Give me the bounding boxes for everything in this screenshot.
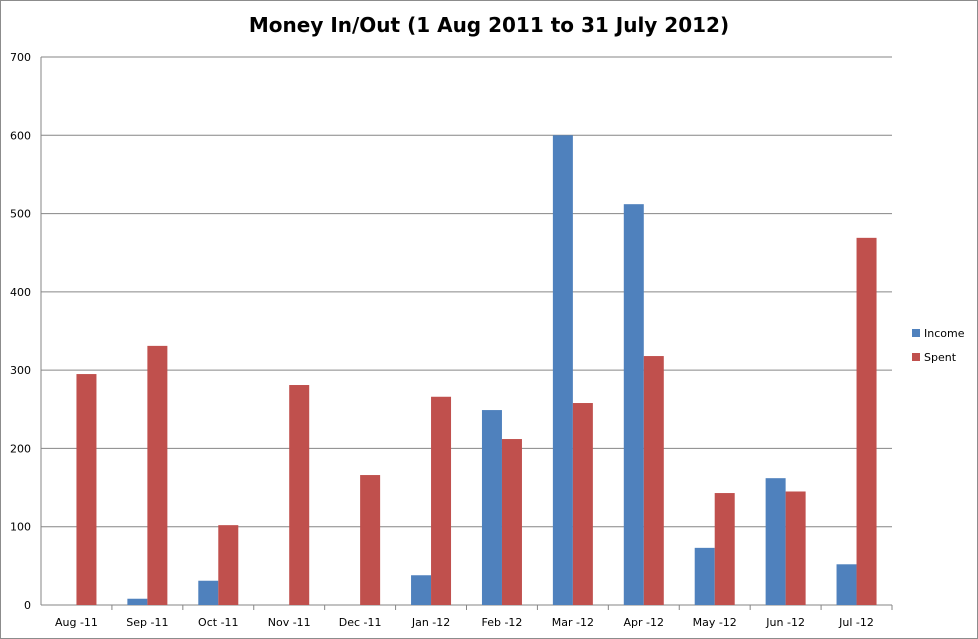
- x-tick-label: May -12: [693, 616, 737, 629]
- bar-spent: [218, 525, 239, 605]
- bar-income: [481, 410, 502, 605]
- bar-spent: [76, 374, 97, 605]
- chart-legend: Income Spent: [912, 321, 964, 369]
- legend-item-income: Income: [912, 321, 964, 345]
- x-tick-label: Nov -11: [268, 616, 311, 629]
- bar-spent: [360, 475, 381, 605]
- y-tick-label: 400: [10, 286, 31, 299]
- bar-income: [127, 598, 148, 605]
- y-tick-label: 500: [10, 208, 31, 221]
- bar-spent: [431, 396, 452, 605]
- legend-swatch-income: [912, 329, 920, 337]
- x-tick-label: Apr -12: [624, 616, 665, 629]
- x-tick-label: Aug -11: [55, 616, 98, 629]
- legend-swatch-spent: [912, 353, 920, 361]
- y-tick-label: 300: [10, 364, 31, 377]
- bar-income: [198, 580, 219, 605]
- x-tick-label: Jun -12: [765, 616, 805, 629]
- bar-income: [694, 547, 715, 605]
- y-tick-label: 700: [10, 51, 31, 64]
- x-tick-label: Jul -12: [838, 616, 874, 629]
- x-tick-label: Jan -12: [411, 616, 450, 629]
- bar-income: [411, 575, 432, 605]
- y-tick-label: 600: [10, 129, 31, 142]
- x-tick-label: Dec -11: [339, 616, 382, 629]
- x-tick-label: Feb -12: [481, 616, 522, 629]
- legend-label-spent: Spent: [924, 350, 957, 364]
- legend-label-income: Income: [924, 326, 965, 340]
- bar-spent: [289, 385, 310, 605]
- bar-spent: [643, 356, 664, 605]
- bar-income: [836, 564, 857, 605]
- x-tick-label: Sep -11: [126, 616, 168, 629]
- bar-spent: [856, 237, 877, 605]
- y-tick-label: 100: [10, 521, 31, 534]
- bar-spent: [572, 403, 593, 605]
- bar-spent: [785, 491, 806, 605]
- x-tick-label: Mar -12: [552, 616, 594, 629]
- bar-spent: [501, 439, 522, 605]
- y-tick-label: 200: [10, 442, 31, 455]
- bar-income: [623, 204, 644, 606]
- chart-title: Money In/Out (1 Aug 2011 to 31 July 2012…: [248, 13, 730, 37]
- bar-income: [765, 478, 786, 605]
- bar-spent: [147, 345, 168, 605]
- bar-income: [552, 135, 573, 606]
- legend-item-spent: Spent: [912, 345, 964, 369]
- y-tick-label: 0: [24, 599, 31, 612]
- x-tick-label: Oct -11: [198, 616, 238, 629]
- bar-spent: [714, 493, 735, 605]
